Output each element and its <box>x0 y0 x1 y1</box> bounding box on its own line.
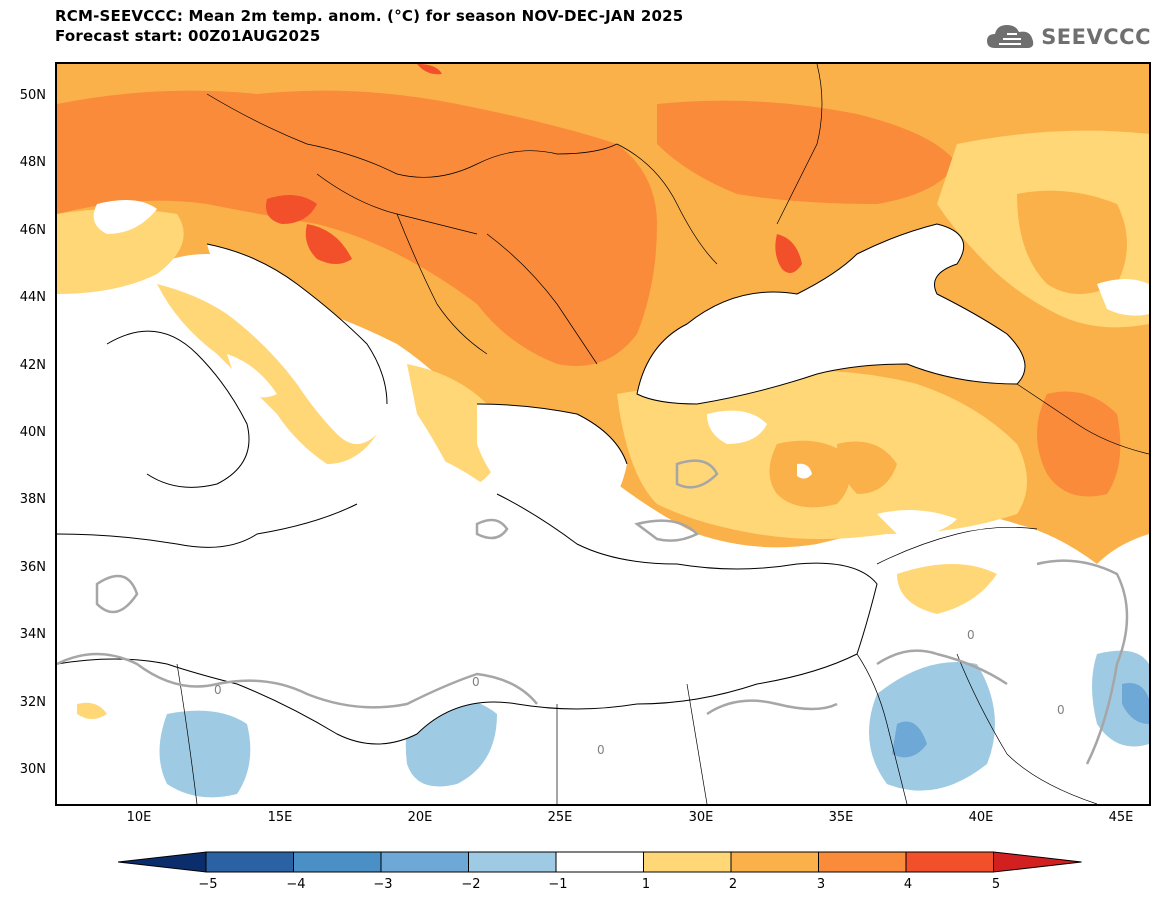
lon-label: 40E <box>968 810 994 825</box>
anomaly-shading <box>57 64 1149 798</box>
logo-text: SEEVCCC <box>1041 25 1151 49</box>
colorbar-segment <box>380 851 469 873</box>
lat-label: 44N <box>19 290 46 305</box>
map-canvas[interactable]: 0 0 0 0 0 <box>57 64 1149 804</box>
lat-label: 36N <box>19 560 46 575</box>
tyrrhenian-sea <box>107 331 249 488</box>
colorbar-segment <box>818 851 907 873</box>
zero-contours <box>57 459 1129 765</box>
coastlines <box>57 223 1026 745</box>
colorbar-segment <box>293 851 382 873</box>
lon-label: 25E <box>547 810 573 825</box>
colorbar-label: 1 <box>641 877 651 892</box>
contour-label: 0 <box>472 675 480 689</box>
colorbar-label: 3 <box>816 877 826 892</box>
lon-label: 45E <box>1108 810 1134 825</box>
lat-label: 48N <box>19 155 46 170</box>
colorbar-segment <box>468 851 557 873</box>
contour-labels: 0 0 0 0 0 <box>214 628 1065 757</box>
colorbar-segment <box>555 851 644 873</box>
lat-label: 42N <box>19 358 46 373</box>
colorbar-arrow-high <box>993 851 1082 873</box>
lat-label: 34N <box>19 627 46 642</box>
colorbar-label: −3 <box>373 877 393 892</box>
colorbar-segment <box>643 851 732 873</box>
cloud-icon <box>987 25 1034 48</box>
lon-label: 30E <box>688 810 714 825</box>
colorbar-label: −2 <box>461 877 481 892</box>
contour-label: 0 <box>597 743 605 757</box>
colorbar-label: 4 <box>903 877 913 892</box>
colorbar-segment <box>730 851 819 873</box>
lat-label: 38N <box>19 492 46 507</box>
colorbar-label: 5 <box>991 877 1001 892</box>
colorbar-label: 2 <box>728 877 738 892</box>
contour-label: 0 <box>214 683 222 697</box>
lat-label: 40N <box>19 425 46 440</box>
lon-label: 20E <box>407 810 433 825</box>
lat-label: 50N <box>19 88 46 103</box>
lon-label: 10E <box>126 810 152 825</box>
lat-label: 30N <box>19 762 46 777</box>
black-sea <box>637 224 1025 404</box>
lat-label: 32N <box>19 695 46 710</box>
mediterranean-sea <box>57 454 877 744</box>
colorbar-label: −1 <box>548 877 568 892</box>
lat-label: 46N <box>19 223 46 238</box>
borders <box>176 64 1149 804</box>
title-line-2: Forecast start: 00Z01AUG2025 <box>55 27 321 45</box>
contour-label: 0 <box>967 628 975 642</box>
caspian-coast <box>1097 279 1149 316</box>
adriatic-sea <box>207 244 387 404</box>
lon-label: 35E <box>828 810 854 825</box>
title-line-1: RCM-SEEVCCC: Mean 2m temp. anom. (°C) fo… <box>55 7 684 25</box>
lon-label: 15E <box>267 810 293 825</box>
colorbar-arrow-low <box>118 851 207 873</box>
contour-label: 0 <box>1057 703 1065 717</box>
colorbar-segments <box>118 851 1082 873</box>
colorbar-segment <box>905 851 994 873</box>
colorbar-label: −5 <box>198 877 218 892</box>
map-panel[interactable]: 0 0 0 0 0 <box>55 62 1151 806</box>
colorbar-label: −4 <box>286 877 306 892</box>
aegean-sea <box>477 404 627 534</box>
map-title: RCM-SEEVCCC: Mean 2m temp. anom. (°C) fo… <box>55 6 683 46</box>
colorbar-segment <box>205 851 294 873</box>
colorbar <box>118 851 1082 873</box>
seevccc-logo: SEEVCCC <box>985 20 1151 54</box>
